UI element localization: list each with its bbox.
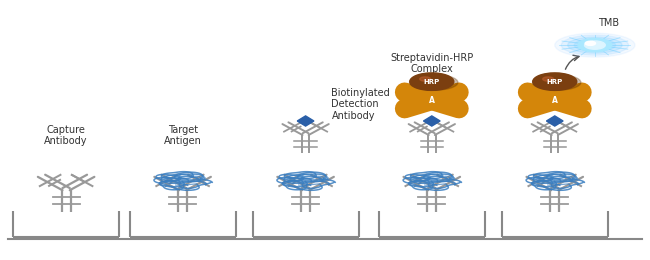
Circle shape xyxy=(578,38,612,52)
Circle shape xyxy=(543,77,554,81)
Text: HRP: HRP xyxy=(547,79,563,85)
Ellipse shape xyxy=(567,37,622,53)
Ellipse shape xyxy=(561,35,629,55)
Text: Streptavidin-HRP
Complex: Streptavidin-HRP Complex xyxy=(390,53,473,74)
Polygon shape xyxy=(547,116,563,126)
Circle shape xyxy=(410,73,454,90)
Polygon shape xyxy=(297,116,314,126)
Ellipse shape xyxy=(410,75,458,90)
Circle shape xyxy=(585,41,595,46)
Text: A: A xyxy=(429,96,435,105)
Text: TMB: TMB xyxy=(598,18,619,28)
Ellipse shape xyxy=(554,33,635,57)
Circle shape xyxy=(584,41,605,49)
Circle shape xyxy=(420,77,431,81)
Text: Capture
Antibody: Capture Antibody xyxy=(44,125,88,146)
Text: HRP: HRP xyxy=(424,79,440,85)
Polygon shape xyxy=(423,116,440,126)
Text: A: A xyxy=(552,96,558,105)
Text: Target
Antigen: Target Antigen xyxy=(164,125,202,146)
Circle shape xyxy=(533,73,577,90)
Ellipse shape xyxy=(532,75,581,90)
Text: Biotinylated
Detection
Antibody: Biotinylated Detection Antibody xyxy=(332,88,390,121)
Ellipse shape xyxy=(574,39,616,51)
